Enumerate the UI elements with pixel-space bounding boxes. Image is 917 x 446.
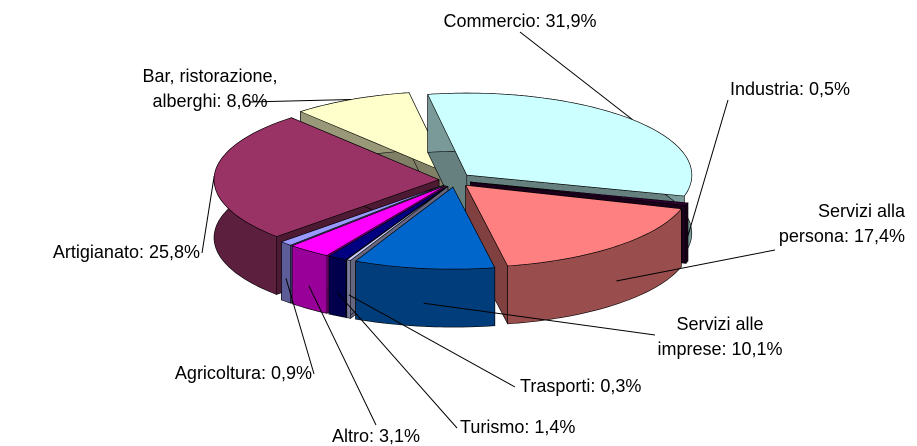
data-label: Altro: 3,1%: [332, 426, 420, 446]
slice-wall: [355, 260, 496, 328]
data-label: Turismo: 1,4%: [460, 417, 575, 437]
slice: [465, 184, 682, 325]
label-line: Altro: 3,1%: [332, 426, 420, 446]
label-line: Servizi alla: [818, 201, 906, 221]
leader-line: [348, 294, 516, 388]
slice-top: [470, 181, 689, 206]
label-line: Turismo: 1,4%: [460, 417, 575, 437]
slice-wall: [685, 202, 689, 265]
label-line: Industria: 0,5%: [730, 79, 850, 99]
slice-wall: [346, 259, 351, 319]
data-label: Artigianato: 25,8%: [53, 242, 200, 262]
label-line: Agricoltura: 0,9%: [175, 363, 312, 383]
leader-line: [336, 292, 458, 429]
leader-line: [308, 285, 377, 426]
slice-top: [280, 184, 444, 246]
label-line: persona: 17,4%: [779, 226, 905, 246]
slice-top: [327, 186, 448, 260]
label-line: Bar, ristorazione,: [142, 66, 277, 86]
slice-top: [346, 186, 449, 261]
leader-line: [423, 302, 656, 336]
data-label: Agricoltura: 0,9%: [175, 363, 312, 383]
leader-line: [249, 99, 352, 103]
leader-line: [201, 175, 215, 254]
label-line: alberghi: 8,6%: [152, 91, 267, 111]
slice-top: [354, 186, 496, 270]
label-line: Commercio: 31,9%: [443, 11, 596, 31]
leader-line: [519, 31, 633, 120]
label-line: Servizi alle: [676, 314, 763, 334]
slice-wall: [328, 255, 347, 318]
slice-wall: [291, 245, 328, 314]
label-line: imprese: 10,1%: [657, 339, 782, 359]
data-label: Industria: 0,5%: [730, 79, 850, 99]
label-line: Trasporti: 0,3%: [520, 376, 641, 396]
label-line: Artigianato: 25,8%: [53, 242, 200, 262]
slice-top: [291, 185, 446, 256]
leader-line: [616, 249, 776, 282]
data-label: Servizi alle imprese: 10,1%: [657, 314, 782, 359]
data-label: Trasporti: 0,3%: [520, 376, 641, 396]
data-label: Commercio: 31,9%: [443, 11, 596, 31]
slice-top: [213, 117, 440, 237]
leader-line: [285, 278, 315, 375]
data-label: Servizi alla persona: 17,4%: [779, 201, 906, 246]
leader-line: [686, 99, 729, 240]
slice-top: [465, 184, 682, 267]
slice: [354, 186, 496, 328]
data-label: Bar, ristorazione, alberghi: 8,6%: [142, 66, 277, 111]
slice-wall: [281, 241, 291, 304]
